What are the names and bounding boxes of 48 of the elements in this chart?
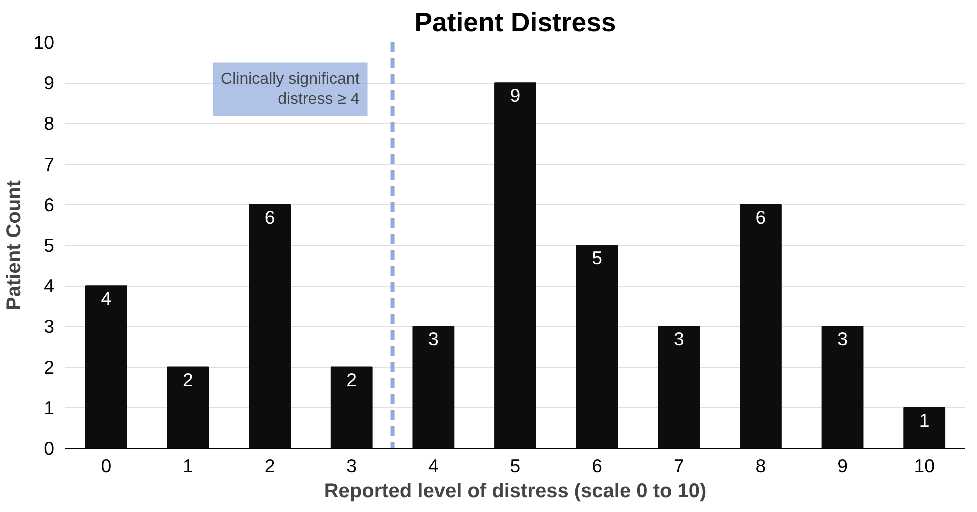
- y-tick-label: 6: [44, 194, 55, 216]
- bar: [494, 82, 536, 448]
- data-label: 2: [183, 369, 194, 390]
- y-tick-label: 8: [44, 113, 55, 134]
- data-label: 6: [756, 206, 766, 228]
- y-tick-label: 5: [44, 235, 55, 256]
- y-tick-label: 7: [44, 154, 55, 175]
- bar: [167, 366, 210, 448]
- x-tick-label: 0: [101, 456, 112, 476]
- x-tick-label: 3: [346, 456, 358, 476]
- bar: [412, 326, 455, 448]
- y-tick-label: 1: [44, 397, 55, 418]
- data-label: 1: [919, 410, 930, 431]
- bar: [904, 407, 946, 448]
- bar: [576, 245, 618, 448]
- y-tick-label: 10: [34, 32, 55, 53]
- data-label: 4: [101, 288, 112, 310]
- y-tick-label: 4: [44, 276, 55, 297]
- x-axis-title: Reported level of distress (scale 0 to 10): [324, 480, 707, 502]
- bar: [330, 366, 373, 448]
- x-tick-label: 4: [428, 456, 439, 476]
- x-tick-label: 6: [592, 456, 603, 476]
- y-tick-label: 9: [44, 72, 55, 94]
- ref-line-label: Clinically significant distress ≥ 4: [221, 70, 360, 108]
- x-tick-label: 2: [264, 456, 276, 476]
- y-tick-label: 0: [44, 438, 55, 459]
- data-label: 6: [264, 206, 276, 228]
- data-label: 3: [838, 328, 848, 350]
- x-tick-label: 5: [510, 456, 521, 476]
- data-label: 3: [428, 328, 439, 350]
- data-label: 2: [346, 369, 358, 390]
- x-tick-label: 10: [914, 456, 935, 476]
- x-tick-label: 9: [838, 456, 848, 476]
- bar: [249, 204, 291, 448]
- data-label: 9: [510, 85, 521, 106]
- x-tick-label: 7: [674, 456, 684, 476]
- bar: [658, 326, 700, 448]
- y-axis-title: Patient Count: [4, 180, 26, 310]
- chart-title: Patient Distress: [414, 8, 616, 38]
- y-tick-label: 2: [44, 356, 55, 378]
- x-tick-label: 8: [756, 456, 766, 476]
- data-label: 5: [592, 248, 603, 268]
- bar: [740, 204, 782, 448]
- data-label: 3: [674, 328, 684, 350]
- bar: [85, 286, 128, 448]
- bar: [822, 326, 864, 448]
- y-tick-label: 3: [44, 316, 55, 338]
- x-tick-label: 1: [183, 456, 194, 476]
